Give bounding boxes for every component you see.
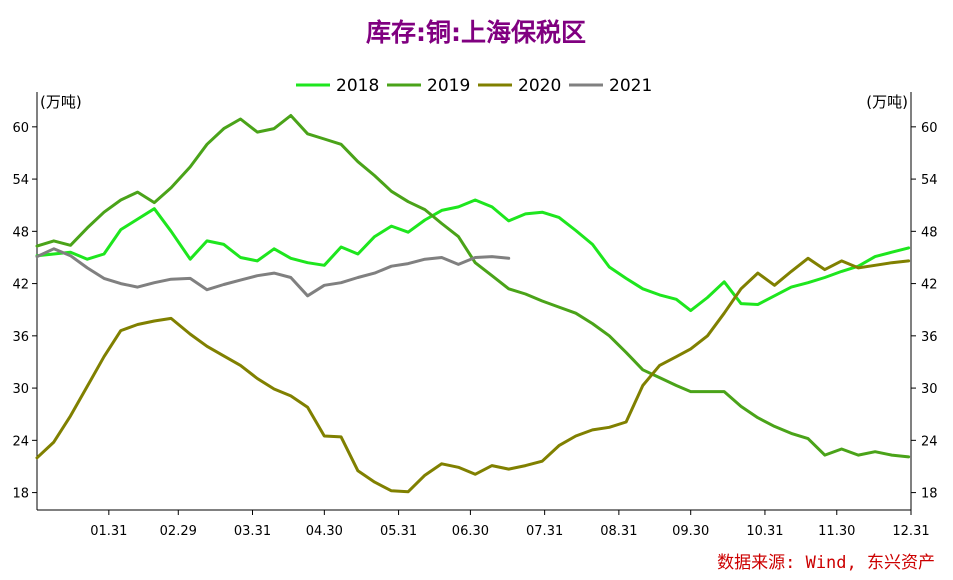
right-y-tick-label: 30 xyxy=(921,382,938,397)
x-tick-label: 11.30 xyxy=(818,524,855,539)
series-line-2018 xyxy=(35,198,911,313)
right-y-tick-label: 48 xyxy=(921,225,938,240)
x-tick-label: 03.31 xyxy=(234,524,271,539)
right-y-tick-label: 18 xyxy=(921,487,938,502)
left-y-tick-label: 36 xyxy=(12,330,29,345)
right-y-tick-label: 60 xyxy=(921,121,938,136)
series-lines xyxy=(35,114,911,494)
legend-label-2018: 2018 xyxy=(336,76,379,96)
right-y-tick-label: 24 xyxy=(921,434,938,449)
chart-title: 库存:铜:上海保税区 xyxy=(366,18,586,47)
x-tick-label: 08.31 xyxy=(600,524,637,539)
x-tick-label: 05.31 xyxy=(380,524,417,539)
left-y-tick-label: 30 xyxy=(12,382,29,397)
right-y-tick-label: 36 xyxy=(921,330,938,345)
left-y-tick-label: 48 xyxy=(12,225,29,240)
x-tick-label: 07.31 xyxy=(526,524,563,539)
right-y-tick-label: 42 xyxy=(921,278,938,293)
series-line-2020 xyxy=(35,256,911,494)
x-tick-label: 10.31 xyxy=(746,524,783,539)
series-line-2021 xyxy=(35,247,511,298)
series-line-2019 xyxy=(35,114,911,459)
source-note: 数据来源: Wind, 东兴资产 xyxy=(717,553,935,573)
left-axis-unit-label: (万吨) xyxy=(40,93,82,111)
left-y-tick-label: 42 xyxy=(12,278,29,293)
x-tick-label: 01.31 xyxy=(90,524,127,539)
legend: 2018 2019 2020 2021 xyxy=(296,76,652,96)
right-axis-unit-label: (万吨) xyxy=(866,93,908,111)
x-tick-label: 06.30 xyxy=(452,524,489,539)
left-y-tick-label: 18 xyxy=(12,487,29,502)
legend-label-2019: 2019 xyxy=(427,76,470,96)
x-tick-label: 02.29 xyxy=(160,524,197,539)
left-y-tick-label: 24 xyxy=(12,434,29,449)
x-tick-label: 04.30 xyxy=(306,524,343,539)
axes: 18 18 24 24 30 30 36 36 42 42 48 48 54 54 60 60 01.31 02.… xyxy=(12,92,938,539)
left-y-tick-label: 60 xyxy=(12,121,29,136)
x-tick-label: 09.30 xyxy=(672,524,709,539)
legend-label-2020: 2020 xyxy=(518,76,561,96)
x-tick-label: 12.31 xyxy=(892,524,929,539)
legend-label-2021: 2021 xyxy=(609,76,652,96)
left-y-tick-label: 54 xyxy=(12,173,29,188)
right-y-tick-label: 54 xyxy=(921,173,938,188)
